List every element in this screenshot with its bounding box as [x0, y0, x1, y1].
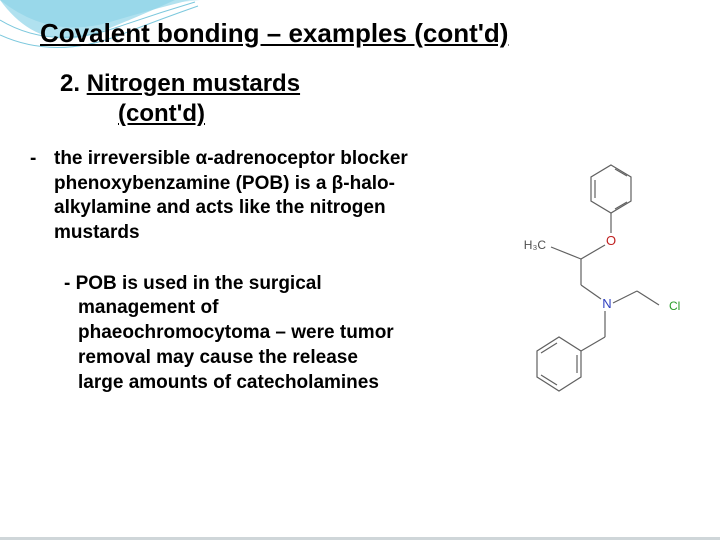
- atom-o-label: O: [606, 233, 616, 248]
- subtitle-text-1: Nitrogen mustards: [87, 70, 300, 97]
- bullet-1-text: the irreversible α-adrenoceptor blocker …: [54, 147, 415, 246]
- bullet-1: - the irreversible α-adrenoceptor blocke…: [30, 147, 415, 246]
- slide-title: Covalent bonding – examples (cont'd): [40, 18, 690, 49]
- subtitle-text-2: (cont'd): [118, 100, 205, 127]
- atom-n-label: N: [602, 296, 611, 311]
- subtitle-number: 2.: [60, 70, 80, 97]
- atom-cl-label: Cl: [669, 299, 680, 313]
- molecule-diagram: O H₃C N Cl: [433, 155, 683, 435]
- slide-subtitle: 2. Nitrogen mustards (cont'd): [60, 69, 690, 129]
- atom-ch3-label: H₃C: [524, 238, 547, 252]
- bullet-dash: -: [30, 147, 54, 246]
- bullet-2: - POB is used in the surgical management…: [48, 272, 415, 395]
